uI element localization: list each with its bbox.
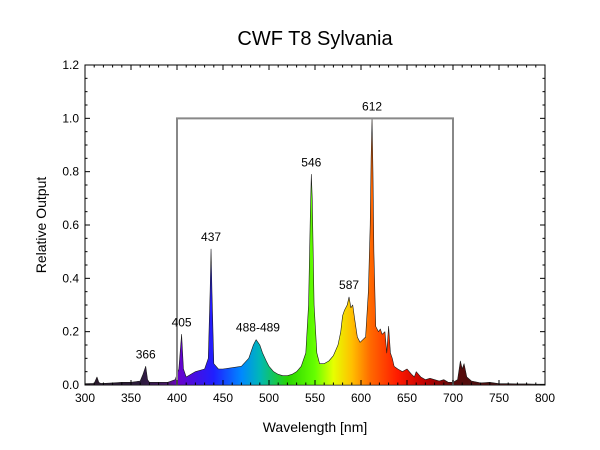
x-tick-label: 300 <box>75 391 95 405</box>
x-tick-label: 550 <box>305 391 325 405</box>
x-tick-label: 750 <box>489 391 509 405</box>
peak-label-405: 405 <box>172 315 192 329</box>
chart-title: CWF T8 Sylvania <box>237 28 393 50</box>
x-axis-label: Wavelength [nm] <box>263 419 368 435</box>
annotation-layer: 366 405 437 488-489 546 587 612 <box>136 99 383 361</box>
x-tick-label: 650 <box>397 391 417 405</box>
spectrum-area-series-0 <box>84 118 546 386</box>
x-tick-label: 600 <box>351 391 371 405</box>
y-tick-label: 1.2 <box>62 58 79 72</box>
y-tick-label: 0.6 <box>62 218 79 232</box>
tick-layer: 300 350 400 450 500 550 600 650 700 750 800 0.0 0.2 0… <box>62 58 555 405</box>
peak-label-437: 437 <box>201 230 221 244</box>
y-axis-label: Relative Output <box>33 177 49 274</box>
x-tick-label: 450 <box>213 391 233 405</box>
peak-label-612: 612 <box>362 99 382 113</box>
x-tick-label: 500 <box>259 391 279 405</box>
y-tick-label: 1.0 <box>62 111 79 125</box>
visible-range-box <box>176 117 454 385</box>
peak-label-488-489: 488-489 <box>236 321 280 335</box>
x-tick-label: 700 <box>443 391 463 405</box>
peak-label-546: 546 <box>301 155 321 169</box>
spectrum-layer <box>84 118 546 386</box>
y-tick-label: 0.8 <box>62 165 79 179</box>
peak-label-366: 366 <box>136 347 156 361</box>
x-tick-label: 800 <box>535 391 555 405</box>
y-tick-label: 0.4 <box>62 271 79 285</box>
peak-label-587: 587 <box>339 278 359 292</box>
reference-box-layer <box>176 117 454 385</box>
y-tick-label: 0.0 <box>62 378 79 392</box>
y-tick-label: 0.2 <box>62 325 79 339</box>
x-tick-label: 400 <box>167 391 187 405</box>
x-tick-label: 350 <box>121 391 141 405</box>
